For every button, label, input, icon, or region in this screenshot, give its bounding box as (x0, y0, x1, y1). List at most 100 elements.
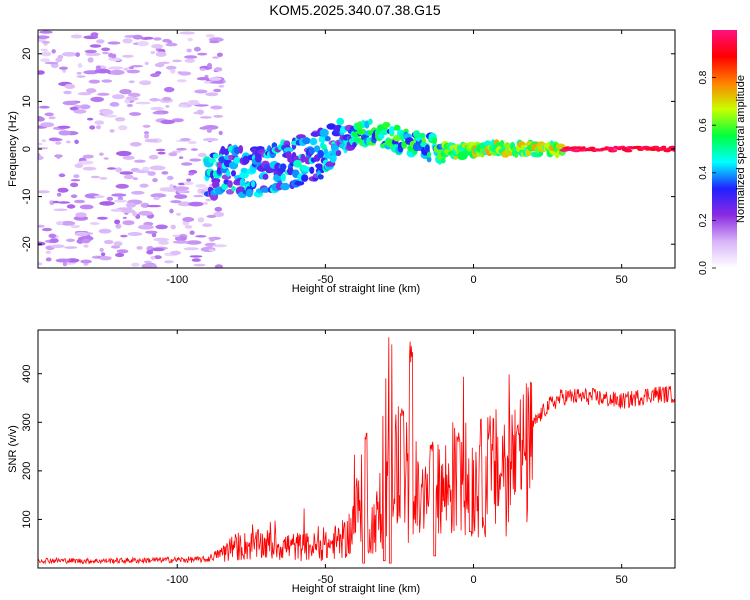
noise-blob (62, 261, 67, 267)
noise-blob (186, 178, 192, 182)
noise-blob (61, 52, 78, 57)
x-tick-label: -50 (317, 574, 333, 586)
noise-blob (174, 194, 188, 200)
signal-blob (280, 173, 286, 182)
noise-blob (186, 48, 192, 53)
noise-blob (144, 133, 150, 139)
noise-blob (143, 36, 154, 40)
signal-blob (226, 170, 231, 177)
noise-blob (56, 192, 62, 197)
signal-blob (242, 155, 250, 165)
noise-blob (94, 68, 111, 74)
noise-blob (44, 61, 59, 65)
noise-blob (127, 232, 143, 236)
signal-blob (280, 163, 287, 171)
noise-blob (70, 34, 83, 39)
signal-blob (318, 135, 327, 143)
noise-blob (41, 41, 51, 44)
colorbar-tick-label: 0.6 (698, 118, 709, 132)
noise-blob (218, 84, 225, 88)
noise-blob (155, 51, 167, 57)
noise-blob (87, 117, 94, 121)
noise-blob (48, 116, 56, 120)
noise-blob (213, 211, 225, 218)
noise-blob (89, 125, 96, 130)
noise-blob (205, 92, 219, 97)
signal-blob (521, 144, 526, 151)
noise-blob (132, 34, 143, 40)
signal-blob (668, 145, 675, 149)
signal-blob (319, 128, 329, 138)
noise-blob (50, 244, 65, 248)
noise-blob (99, 247, 104, 252)
noise-blob (38, 35, 50, 39)
noise-blob (129, 112, 142, 116)
noise-blob (132, 211, 138, 217)
noise-blob (136, 246, 143, 250)
noise-blob (60, 220, 76, 226)
noise-blob (66, 238, 75, 242)
noise-blob (44, 112, 54, 117)
noise-blob (39, 30, 53, 34)
noise-blob (206, 214, 217, 218)
noise-blob (109, 102, 120, 107)
noise-blob (125, 202, 137, 208)
noise-blob (172, 234, 180, 238)
noise-blob (195, 235, 207, 238)
noise-blob (101, 79, 113, 83)
noise-blob (38, 224, 45, 228)
noise-blob (96, 39, 105, 44)
noise-blob (159, 187, 173, 192)
noise-blob (137, 41, 149, 47)
noise-blob (113, 199, 127, 203)
noise-blob (76, 75, 86, 78)
signal-blob (317, 174, 324, 180)
noise-blob (164, 260, 174, 264)
noise-blob (73, 174, 80, 179)
noise-blob (188, 169, 198, 174)
noise-blob (41, 139, 47, 143)
noise-blob (212, 56, 220, 59)
noise-blob (41, 51, 52, 57)
noise-blob (195, 184, 207, 188)
noise-blob (153, 37, 162, 41)
noise-blob (131, 262, 140, 267)
spectrogram-marks (38, 30, 675, 268)
noise-blob (184, 225, 193, 229)
noise-blob (189, 255, 203, 258)
spectrogram-ylabel: Frequency (Hz) (7, 111, 19, 187)
signal-blob (313, 145, 321, 153)
noise-blob (57, 125, 71, 129)
noise-blob (64, 246, 78, 249)
signal-blob (335, 150, 341, 157)
noise-blob (115, 223, 122, 229)
noise-blob (59, 66, 68, 70)
noise-blob (179, 31, 196, 35)
noise-blob (75, 52, 80, 57)
noise-blob (140, 202, 150, 208)
x-tick-label: -50 (317, 274, 333, 286)
signal-blob (280, 182, 290, 191)
noise-blob (77, 92, 92, 96)
noise-blob (187, 172, 195, 176)
noise-blob (191, 258, 201, 262)
noise-blob (155, 148, 166, 152)
noise-blob (102, 51, 109, 55)
noise-blob (144, 61, 149, 65)
noise-blob (151, 247, 165, 252)
noise-blob (150, 193, 167, 198)
noise-blob (208, 77, 222, 81)
noise-blob (70, 194, 78, 198)
colorbar-tick-label: 0.2 (698, 213, 709, 227)
noise-blob (173, 186, 190, 191)
signal-blob (368, 118, 373, 125)
signal-blob (418, 132, 426, 139)
noise-blob (149, 98, 161, 102)
noise-blob (122, 54, 134, 58)
noise-blob (113, 208, 122, 212)
noise-blob (216, 52, 223, 57)
noise-blob (82, 166, 97, 171)
noise-blob (132, 177, 138, 181)
signal-blob (581, 146, 586, 150)
colorbar-tick-label: 0.0 (698, 261, 709, 275)
